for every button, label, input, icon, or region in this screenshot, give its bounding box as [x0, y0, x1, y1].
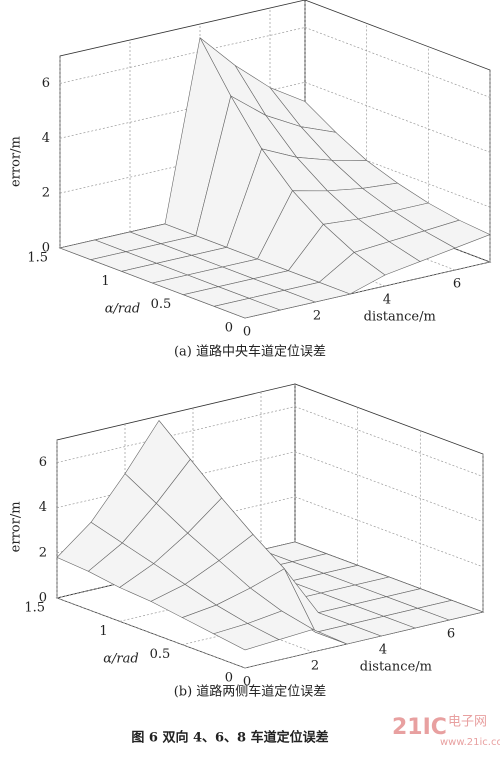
z-tick-label: 0 — [39, 591, 47, 606]
x-tick-label: 4 — [383, 293, 391, 308]
y-tick-label: 0.5 — [150, 647, 171, 662]
grid-line — [56, 406, 296, 463]
z-tick-label: 0 — [42, 241, 50, 256]
grid-line — [56, 541, 296, 599]
grid-line — [56, 451, 296, 509]
grid-line — [294, 451, 484, 523]
surface-cell — [213, 298, 282, 319]
y-tick-label: 1.5 — [24, 601, 45, 616]
x-axis-title: distance/m — [360, 660, 432, 675]
z-tick-label: 6 — [42, 76, 50, 91]
figure-caption: 图 6 双向 4、6、8 车道定位误差 — [131, 730, 328, 746]
z-tick-label: 2 — [39, 545, 47, 560]
z-tick-label: 4 — [42, 131, 50, 146]
x-tick-label: 2 — [311, 659, 319, 674]
grid-line — [56, 597, 246, 669]
grid-line — [59, 27, 306, 84]
watermark-logo: 21IC — [392, 715, 447, 740]
watermark-url: www.21ic.com — [440, 737, 500, 748]
z-axis-title: error/m — [9, 501, 24, 552]
x-tick-label: 6 — [447, 627, 455, 642]
grid-line — [119, 564, 358, 622]
y-tick-label: 0 — [225, 671, 233, 686]
y-tick-label: 0 — [225, 321, 233, 336]
grid-line — [244, 611, 484, 669]
grid-line — [294, 406, 484, 477]
x-axis-title: distance/m — [364, 310, 436, 325]
y-tick-label: 1 — [101, 274, 109, 289]
x-tick-label: 6 — [453, 277, 461, 292]
y-tick-label: 1.5 — [27, 251, 48, 266]
z-tick-label: 2 — [42, 186, 50, 201]
caption-b: (b) 道路两侧车道定位误差 — [174, 684, 327, 700]
z-tick-label: 4 — [39, 500, 47, 515]
y-tick-label: 1 — [99, 624, 107, 639]
y-axis-title: α/rad — [103, 652, 138, 667]
z-tick-label: 6 — [39, 455, 47, 470]
watermark-name: 电子网 — [448, 715, 487, 730]
x-tick-label: 0 — [243, 675, 251, 690]
grid-line — [294, 496, 484, 568]
surface-cell — [212, 623, 280, 651]
z-axis-title: error/m — [9, 136, 24, 187]
x-tick-label: 4 — [379, 643, 387, 658]
grid-line — [304, 81, 491, 153]
y-axis-title: α/rad — [105, 302, 140, 317]
x-tick-label: 0 — [243, 325, 251, 340]
y-tick-label: 0.5 — [151, 297, 172, 312]
x-tick-label: 2 — [313, 309, 321, 324]
caption-a: (a) 道路中央车道定位误差 — [174, 344, 326, 360]
grid-line — [304, 27, 491, 98]
